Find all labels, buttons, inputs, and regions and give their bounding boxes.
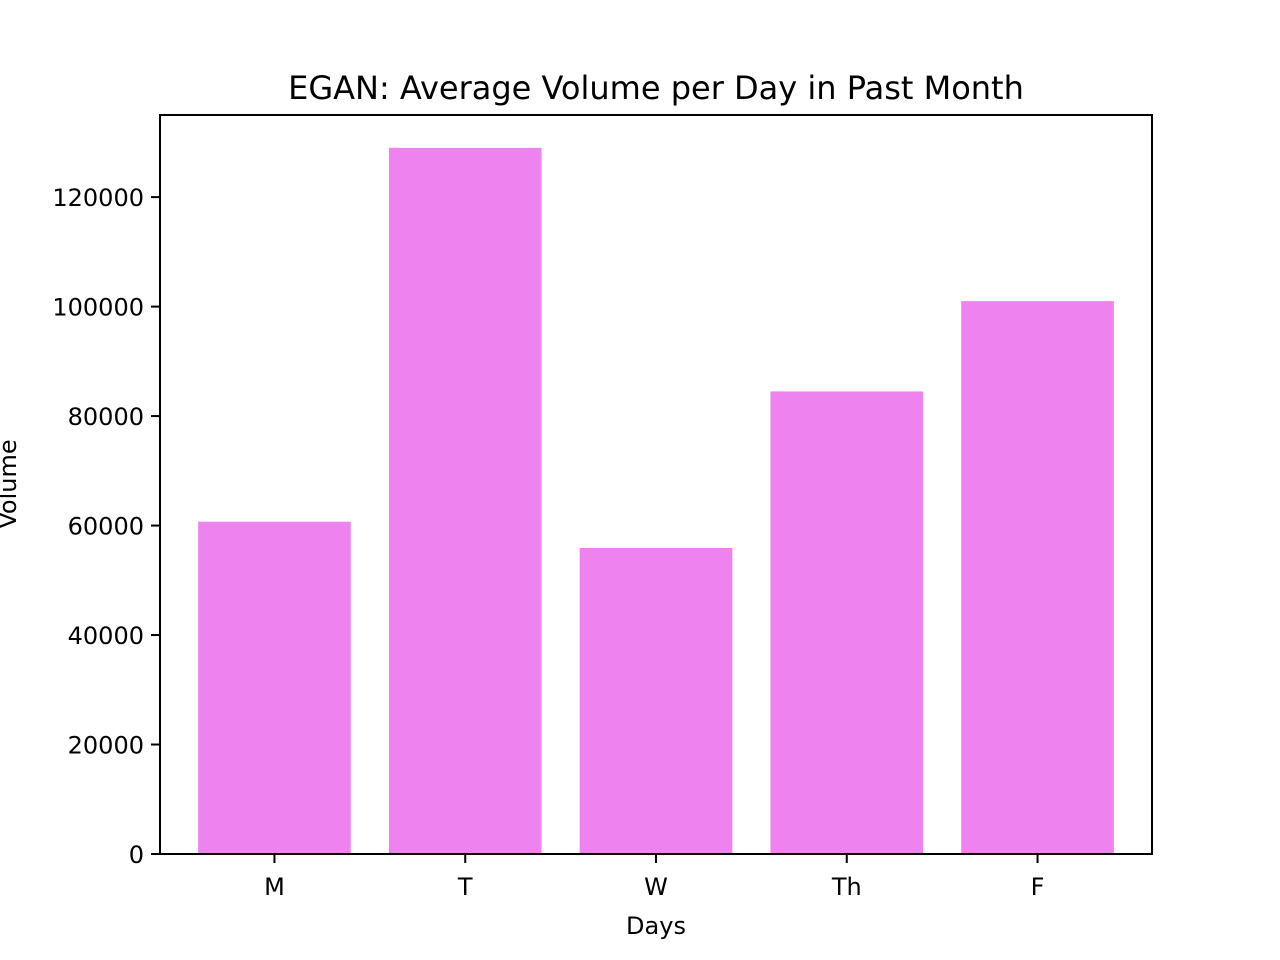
y-tick-label: 100000 [52, 294, 144, 322]
x-tick-label: W [644, 873, 668, 901]
x-tick-label: M [264, 873, 285, 901]
y-tick-label: 40000 [68, 622, 144, 650]
y-tick-label: 0 [129, 841, 144, 869]
bar-f [961, 301, 1114, 854]
x-axis-ticks: M T W Th F [264, 854, 1044, 901]
bars-group [198, 147, 1114, 854]
y-tick-label: 80000 [68, 403, 144, 431]
y-axis-label: Volume [0, 439, 22, 528]
bar-w [579, 547, 733, 854]
x-tick-label: T [457, 873, 473, 901]
plot-frame [159, 114, 1153, 855]
x-tick-label: F [1031, 873, 1045, 901]
bar-m [198, 521, 351, 854]
y-tick-label: 120000 [52, 184, 144, 212]
bar-th [770, 391, 924, 854]
chart-title: EGAN: Average Volume per Day in Past Mon… [288, 69, 1024, 107]
y-tick-label: 20000 [68, 732, 144, 760]
y-axis-ticks: 0 20000 40000 60000 80000 100000 120000 [52, 184, 160, 869]
x-axis-label: Days [626, 912, 686, 940]
x-tick-label: Th [831, 873, 862, 901]
bar-t [388, 147, 542, 854]
y-tick-label: 60000 [68, 513, 144, 541]
